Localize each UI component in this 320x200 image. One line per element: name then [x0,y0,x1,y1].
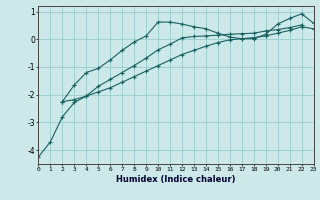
X-axis label: Humidex (Indice chaleur): Humidex (Indice chaleur) [116,175,236,184]
